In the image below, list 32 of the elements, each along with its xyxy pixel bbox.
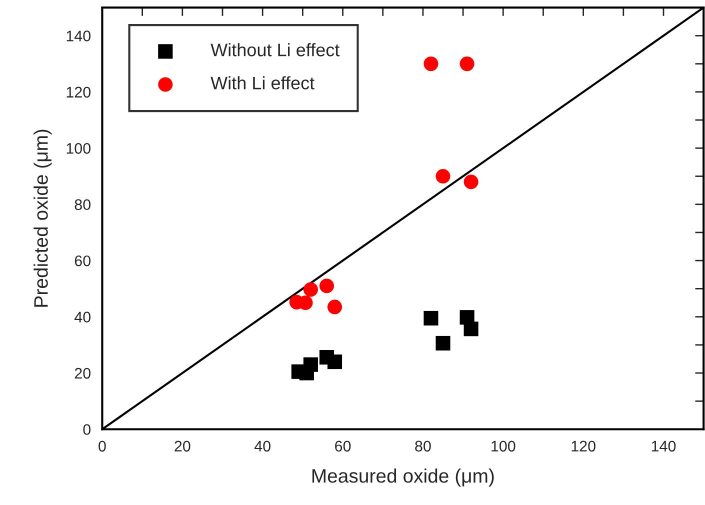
- point: [424, 310, 438, 326]
- x-tick-label: 0: [98, 440, 106, 452]
- y-tick-label: 60: [74, 255, 91, 266]
- point: [436, 336, 450, 351]
- point: [303, 357, 318, 372]
- y-tick-label: 0: [83, 424, 91, 435]
- legend-label: Without Li effect: [210, 43, 340, 56]
- y-tick-label: 80: [74, 199, 91, 210]
- point: [464, 322, 478, 336]
- legend-label: With Li effect: [210, 76, 314, 90]
- point: [464, 174, 478, 190]
- point: [436, 168, 450, 184]
- x-tick-label: 80: [415, 440, 431, 452]
- y-tick-label: 40: [74, 312, 91, 322]
- y-tick-label: 20: [74, 368, 91, 379]
- point: [319, 278, 334, 294]
- y-tick-label: 100: [66, 143, 91, 154]
- point: [303, 282, 318, 297]
- y-axis-title: Predicted oxide (μm): [34, 130, 52, 307]
- y-tick-label: 120: [66, 86, 91, 98]
- x-tick-label: 40: [254, 440, 270, 452]
- point: [327, 354, 342, 370]
- point: [327, 300, 342, 314]
- x-tick-label: 60: [335, 440, 351, 452]
- x-tick-label: 100: [492, 440, 516, 452]
- x-axis-title: Measured oxide (μm): [312, 468, 494, 487]
- x-tick-label: 140: [652, 440, 676, 452]
- y-tick-label: 140: [66, 30, 91, 42]
- point: [460, 56, 474, 72]
- x-tick-label: 20: [174, 440, 190, 452]
- x-tick-label: 120: [572, 440, 596, 452]
- point: [424, 56, 438, 72]
